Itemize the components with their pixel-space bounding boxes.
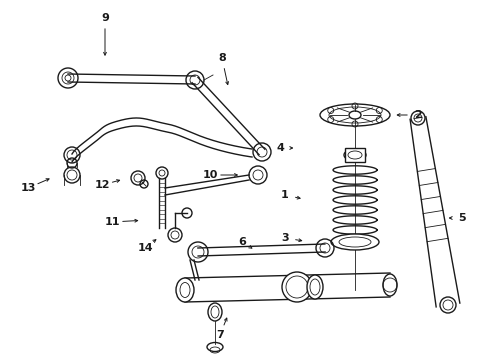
Ellipse shape — [307, 275, 323, 299]
Text: 1: 1 — [281, 190, 289, 200]
Text: 6: 6 — [238, 237, 246, 247]
Ellipse shape — [331, 234, 379, 250]
Ellipse shape — [176, 278, 194, 302]
Ellipse shape — [282, 272, 312, 302]
Text: 8: 8 — [218, 53, 226, 63]
Ellipse shape — [208, 303, 222, 321]
Text: 9: 9 — [101, 13, 109, 23]
Text: 12: 12 — [94, 180, 110, 190]
Text: 13: 13 — [20, 183, 36, 193]
Text: 14: 14 — [137, 243, 153, 253]
Text: 10: 10 — [202, 170, 218, 180]
Text: 4: 4 — [276, 143, 284, 153]
Text: 2: 2 — [414, 110, 422, 120]
Text: 5: 5 — [458, 213, 466, 223]
Text: 3: 3 — [281, 233, 289, 243]
Bar — [345, 148, 365, 162]
Text: 11: 11 — [104, 217, 120, 227]
Text: 7: 7 — [216, 330, 224, 340]
